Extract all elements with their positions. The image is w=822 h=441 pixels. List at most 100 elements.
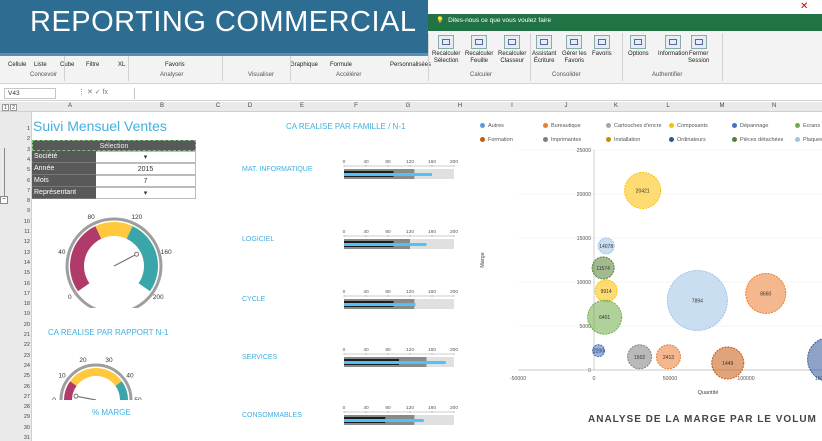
calc-button-2[interactable]: Recalculer Classeur <box>498 35 526 65</box>
row-header[interactable]: 28 <box>23 404 30 411</box>
selection-value[interactable]: 2015 <box>96 163 196 175</box>
column-header-E[interactable]: E <box>299 103 304 109</box>
outline-level-2[interactable]: 2 <box>10 104 17 111</box>
ribbon-separator <box>64 33 65 81</box>
ribbon-button-personnalisées[interactable]: Personnalisées <box>390 62 432 68</box>
calc-label2-0: Sélection <box>433 58 459 64</box>
calc-icon-0 <box>438 35 455 49</box>
ribbon-button-0[interactable]: Cellule <box>8 62 27 68</box>
outline-bar[interactable]: 1 2 − <box>0 104 17 208</box>
row-header[interactable]: 17 <box>23 290 30 297</box>
bubble-label: 7894 <box>692 298 703 304</box>
selection-table: Sélection Société ▾ Année 2015 Mois 7 Représen… <box>32 140 196 199</box>
ribbon-separator <box>722 33 723 81</box>
family-bullet-chart: 0 40 80 120 160 200 <box>343 159 458 179</box>
column-header-L[interactable]: L <box>666 103 670 109</box>
ribbon-button-4[interactable]: XL <box>118 62 126 68</box>
gauge-gap <box>90 308 138 322</box>
row-header[interactable]: 1 <box>26 126 30 132</box>
row-header[interactable]: 4 <box>26 156 30 163</box>
row-header[interactable]: 21 <box>23 332 30 338</box>
row-header[interactable]: 9 <box>26 208 30 215</box>
row-header[interactable]: 8 <box>26 198 30 205</box>
bubble-label: 1449 <box>722 361 733 367</box>
row-header[interactable]: 16 <box>23 280 30 287</box>
consolider-button-0[interactable]: Assistant Écriture <box>532 35 556 65</box>
ribbon-button-5[interactable]: Favoris <box>165 62 185 68</box>
gauge-segment <box>70 368 122 386</box>
row-header[interactable]: 11 <box>24 229 30 235</box>
row-header[interactable]: 2 <box>26 136 30 143</box>
auth-button-2[interactable]: Fermer Session <box>688 35 709 65</box>
family-tick-label: 0 <box>343 289 346 295</box>
auth-button-0[interactable]: Options <box>628 35 649 58</box>
ribbon-button-3[interactable]: Filtre <box>86 62 100 68</box>
auth-button-1[interactable]: Information <box>658 35 688 58</box>
row-header[interactable]: 31 <box>23 435 30 441</box>
column-header-D[interactable]: D <box>247 103 253 109</box>
column-header-C[interactable]: C <box>215 103 221 109</box>
row-header[interactable]: 20 <box>23 321 30 328</box>
outline-level-1[interactable]: 1 <box>2 104 9 111</box>
selection-value[interactable]: ▾ <box>96 187 196 199</box>
row-header[interactable]: 30 <box>23 424 30 431</box>
ribbon-button-formule[interactable]: Formule <box>330 62 353 68</box>
family-tick-label: 0 <box>343 159 346 165</box>
column-header-B[interactable]: B <box>159 103 164 109</box>
ribbon-button-2[interactable]: Cube <box>60 62 75 68</box>
calc-icon-2 <box>504 35 521 49</box>
tell-me-search[interactable]: 💡 Dites-nous ce que vous voulez faire <box>436 16 551 24</box>
column-header-F[interactable]: F <box>354 103 358 109</box>
selection-row: Mois 7 <box>32 175 196 187</box>
row-header[interactable]: 6 <box>26 177 30 184</box>
column-header-J[interactable]: J <box>564 103 568 109</box>
row-header[interactable]: 24 <box>23 362 30 369</box>
gauge-segment <box>115 381 128 400</box>
ribbon-button-graphique[interactable]: Graphique <box>290 62 319 68</box>
column-header-G[interactable]: G <box>405 103 411 109</box>
row-header[interactable]: 26 <box>23 383 30 390</box>
legend-swatch <box>795 123 800 129</box>
formula-icons[interactable]: ⋮ ✕ ✓ fx <box>78 89 109 96</box>
row-header[interactable]: 7 <box>26 187 30 194</box>
row-header[interactable]: 5 <box>26 167 30 174</box>
row-header[interactable]: 29 <box>23 414 30 421</box>
selection-value[interactable]: 7 <box>96 175 196 187</box>
row-header[interactable]: 15 <box>23 270 30 277</box>
consolider-button-2[interactable]: Favoris <box>592 35 612 58</box>
legend-item: Ordinateurs <box>669 137 706 143</box>
row-header[interactable]: 23 <box>23 352 30 359</box>
close-icon[interactable]: ✕ <box>800 1 809 12</box>
column-header-I[interactable]: I <box>511 103 513 109</box>
column-header-M[interactable]: M <box>719 103 725 109</box>
row-header[interactable]: 12 <box>23 239 30 246</box>
row-header[interactable]: 13 <box>23 249 30 256</box>
calc-button-1[interactable]: Recalculer Feuille <box>465 35 493 65</box>
row-header[interactable]: 25 <box>23 373 30 380</box>
consolider-button-1[interactable]: Gérer les Favoris <box>562 35 587 65</box>
row-header[interactable]: 19 <box>23 311 30 318</box>
column-header-H[interactable]: H <box>457 103 463 109</box>
calc-button-0[interactable]: Recalculer Sélection <box>432 35 460 65</box>
outline-minus-icon[interactable]: − <box>0 196 8 204</box>
column-header-N[interactable]: N <box>771 103 777 109</box>
bubble <box>666 269 728 331</box>
row-header[interactable]: 18 <box>23 301 30 308</box>
family-label: CYCLE <box>242 296 266 303</box>
column-header-K[interactable]: K <box>613 103 618 109</box>
selection-value[interactable]: ▾ <box>96 151 196 163</box>
y-tick-label: 20000 <box>577 192 592 198</box>
ribbon-button-1[interactable]: Liste <box>34 62 47 68</box>
row-header[interactable]: 22 <box>23 342 30 349</box>
ribbon-separator <box>530 33 531 81</box>
name-box[interactable]: V43 <box>4 88 56 99</box>
row-header[interactable]: 3 <box>26 146 30 153</box>
formula-input[interactable] <box>134 88 822 99</box>
row-header[interactable]: 27 <box>23 393 30 400</box>
row-header[interactable]: 14 <box>23 259 30 266</box>
calc-label2-1: Feuille <box>470 58 489 64</box>
family-tick-label: 0 <box>343 229 346 235</box>
outline-collapse[interactable] <box>4 148 5 196</box>
row-header[interactable]: 10 <box>23 218 30 225</box>
column-header-A[interactable]: A <box>67 103 72 109</box>
